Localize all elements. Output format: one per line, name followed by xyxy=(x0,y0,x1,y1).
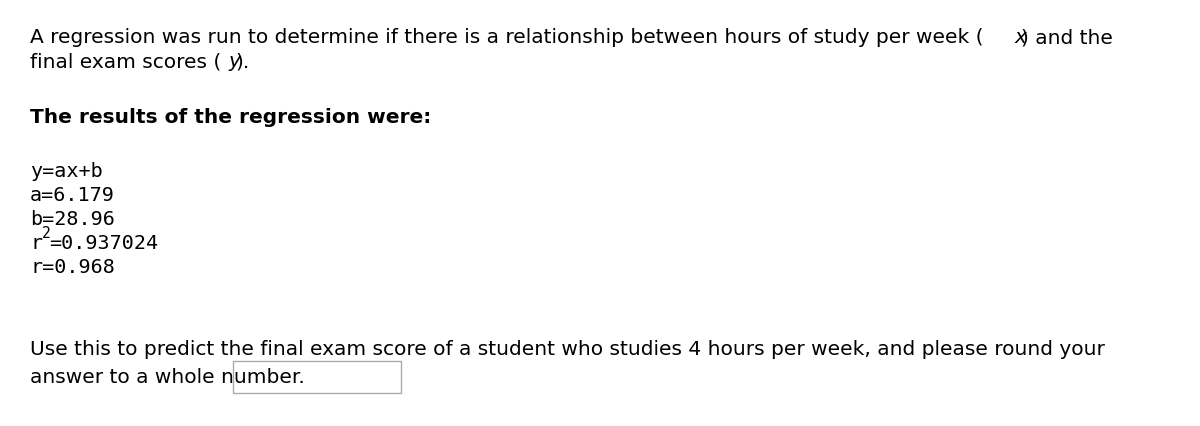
Text: 2: 2 xyxy=(42,225,50,240)
Text: final exam scores (: final exam scores ( xyxy=(30,52,221,71)
Text: A regression was run to determine if there is a relationship between hours of st: A regression was run to determine if the… xyxy=(30,28,984,47)
Text: =0.937024: =0.937024 xyxy=(49,233,158,253)
Text: The results of the regression were:: The results of the regression were: xyxy=(30,108,431,127)
Text: r=0.968: r=0.968 xyxy=(30,257,115,276)
Text: y: y xyxy=(229,52,241,71)
Text: answer to a whole number.: answer to a whole number. xyxy=(30,367,305,386)
Text: a=6.179: a=6.179 xyxy=(30,186,115,204)
Text: Use this to predict the final exam score of a student who studies 4 hours per we: Use this to predict the final exam score… xyxy=(30,339,1105,358)
Text: y=ax+b: y=ax+b xyxy=(30,161,103,181)
Text: ) and the: ) and the xyxy=(1021,28,1112,47)
Text: b=28.96: b=28.96 xyxy=(30,210,115,228)
Text: ).: ). xyxy=(235,52,250,71)
Text: r: r xyxy=(30,233,42,253)
Text: x: x xyxy=(1014,28,1026,47)
